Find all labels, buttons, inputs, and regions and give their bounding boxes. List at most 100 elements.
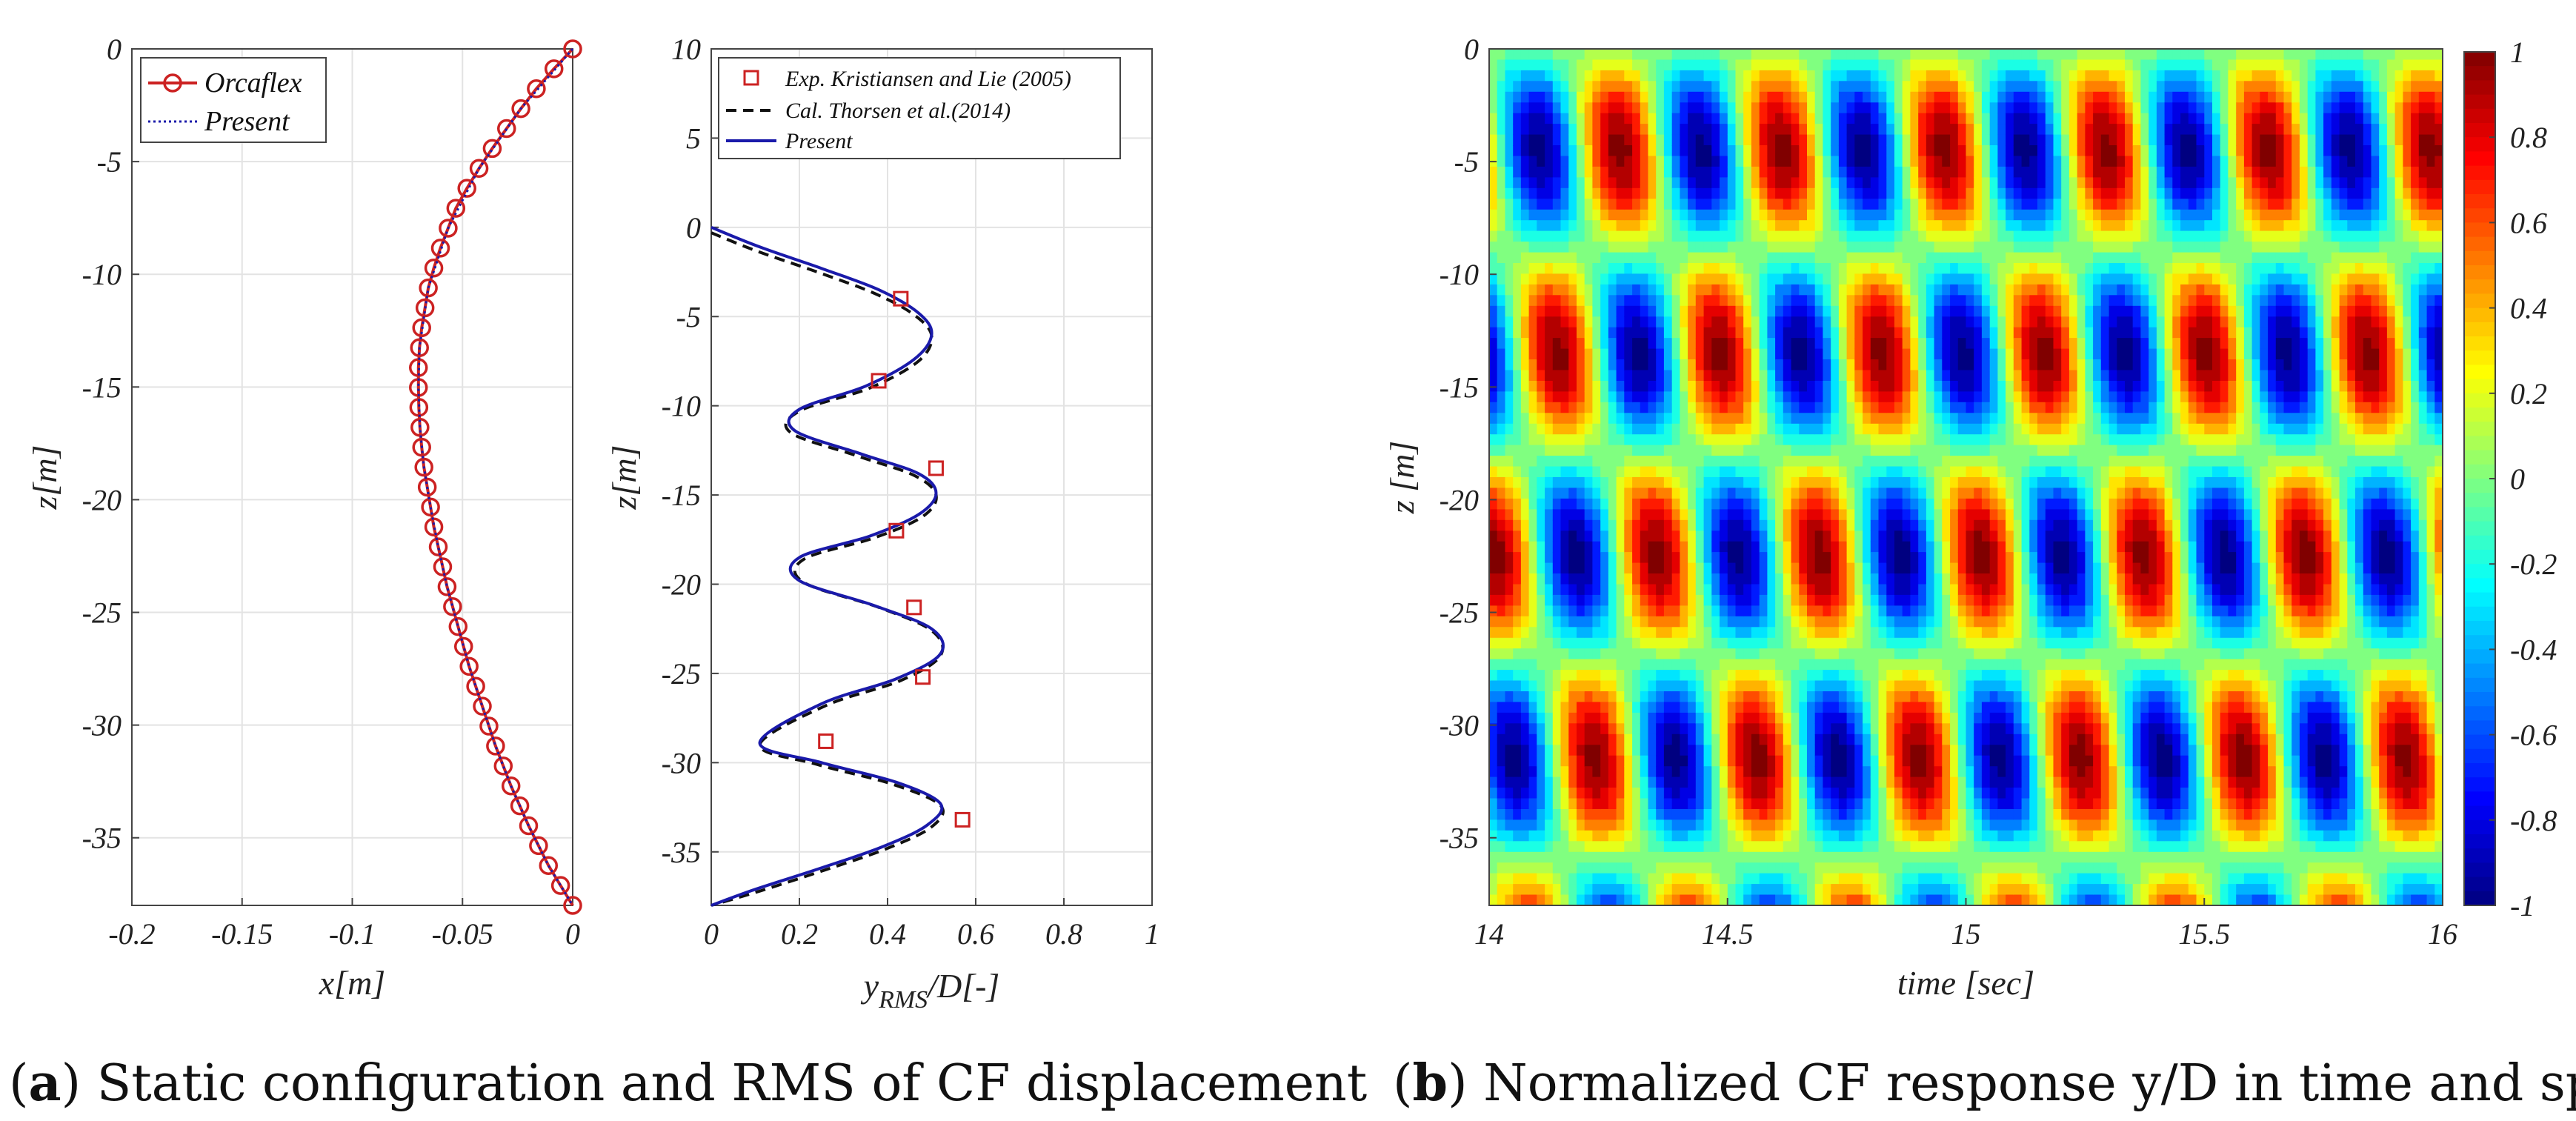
heatmap-cell — [1696, 542, 1704, 553]
heatmap-cell — [1743, 402, 1751, 413]
heatmap-cell — [1720, 49, 1728, 60]
heatmap-cell — [1711, 713, 1720, 724]
heatmap-cell — [1767, 231, 1775, 242]
heatmap-cell — [1854, 670, 1863, 681]
heatmap-cell — [1608, 723, 1617, 734]
heatmap-cell — [1728, 220, 1736, 231]
heatmap-cell — [1497, 809, 1505, 820]
heatmap-cell — [1831, 92, 1839, 103]
heatmap-cell — [1521, 220, 1529, 231]
heatmap-cell — [1775, 702, 1783, 713]
heatmap-cell — [1680, 81, 1688, 92]
heatmap-cell — [1926, 199, 1934, 210]
heatmap-cell — [1704, 188, 1712, 199]
heatmap-cell — [1696, 895, 1704, 906]
heatmap-cell — [1624, 49, 1632, 60]
heatmap-cell — [1751, 413, 1760, 424]
heatmap-cell — [1847, 434, 1855, 445]
heatmap-cell — [1617, 585, 1625, 596]
heatmap-cell — [1561, 884, 1569, 895]
heatmap-cell — [1529, 124, 1537, 135]
heatmap-cell — [1696, 573, 1704, 585]
heatmap-cell — [1863, 370, 1871, 382]
heatmap-cell — [1958, 92, 1966, 103]
heatmap-cell — [1617, 467, 1625, 478]
heatmap-cell — [1600, 316, 1608, 327]
heatmap-cell — [1934, 145, 1943, 156]
heatmap-cell — [1617, 349, 1625, 360]
heatmap-cell — [1728, 852, 1736, 863]
heatmap-cell — [1807, 874, 1815, 885]
heatmap-cell — [1624, 263, 1632, 274]
heatmap-cell — [1545, 841, 1553, 852]
heatmap-cell — [1950, 616, 1958, 628]
heatmap-cell — [1656, 809, 1664, 820]
heatmap-cell — [1640, 156, 1648, 167]
heatmap-cell — [1871, 456, 1879, 467]
heatmap-cell — [1680, 316, 1688, 327]
heatmap-cell — [1728, 809, 1736, 820]
heatmap-cell — [1743, 595, 1751, 606]
heatmap-cell — [1648, 285, 1657, 296]
heatmap-cell — [1760, 434, 1768, 445]
heatmap-cell — [1918, 338, 1926, 349]
heatmap-cell — [1950, 766, 1958, 777]
heatmap-cell — [1617, 273, 1625, 285]
heatmap-cell — [1958, 391, 1966, 402]
heatmap-cell — [1577, 145, 1585, 156]
heatmap-cell — [1871, 273, 1879, 285]
heatmap-cell — [1711, 766, 1720, 777]
heatmap-cell — [1807, 702, 1815, 713]
heatmap-cell — [1648, 766, 1657, 777]
heatmap-cell — [1886, 702, 1894, 713]
heatmap-cell — [1711, 402, 1720, 413]
y-tick-label: 5 — [686, 122, 701, 155]
heatmap-cell — [1751, 381, 1760, 392]
heatmap-cell — [1600, 819, 1608, 831]
heatmap-cell — [1600, 499, 1608, 510]
heatmap-cell — [1529, 145, 1537, 156]
heatmap-cell — [1807, 627, 1815, 638]
heatmap-cell — [1513, 102, 1521, 113]
heatmap-cell — [1529, 391, 1537, 402]
heatmap-cell — [1942, 92, 1950, 103]
heatmap-cell — [1831, 509, 1839, 520]
heatmap-cell — [1743, 530, 1751, 542]
heatmap-cell — [1521, 188, 1529, 199]
heatmap-cell — [1489, 638, 1497, 649]
heatmap-cell — [1886, 381, 1894, 392]
heatmap-cell — [1894, 670, 1903, 681]
heatmap-cell — [1728, 92, 1736, 103]
heatmap-cell — [1711, 648, 1720, 659]
heatmap-cell — [1529, 295, 1537, 306]
heatmap-cell — [1672, 188, 1680, 199]
heatmap-cell — [1664, 338, 1672, 349]
heatmap-cell — [1680, 349, 1688, 360]
heatmap-cell — [1958, 585, 1966, 596]
heatmap-cell — [1854, 145, 1863, 156]
heatmap-cell — [1632, 188, 1640, 199]
heatmap-cell — [1529, 734, 1537, 745]
heatmap-cell — [1831, 659, 1839, 671]
heatmap-cell — [1903, 563, 1911, 574]
heatmap-cell — [1577, 638, 1585, 649]
heatmap-cell — [1521, 135, 1529, 146]
heatmap-cell — [1871, 188, 1879, 199]
heatmap-cell — [1918, 402, 1926, 413]
heatmap-cell — [1608, 456, 1617, 467]
heatmap-cell — [1831, 135, 1839, 146]
heatmap-cell — [1767, 638, 1775, 649]
heatmap-cell — [1711, 285, 1720, 296]
heatmap-cell — [1632, 819, 1640, 831]
heatmap-cell — [1966, 124, 1974, 135]
heatmap-cell — [1791, 831, 1800, 842]
heatmap-cell — [1592, 177, 1600, 188]
heatmap-cell — [1728, 638, 1736, 649]
heatmap-cell — [1831, 627, 1839, 638]
heatmap-cell — [1640, 713, 1648, 724]
heatmap-cell — [1608, 113, 1617, 124]
heatmap-cell — [1632, 306, 1640, 317]
heatmap-cell — [1608, 381, 1617, 392]
heatmap-cell — [1831, 874, 1839, 885]
heatmap-cell — [1910, 638, 1918, 649]
